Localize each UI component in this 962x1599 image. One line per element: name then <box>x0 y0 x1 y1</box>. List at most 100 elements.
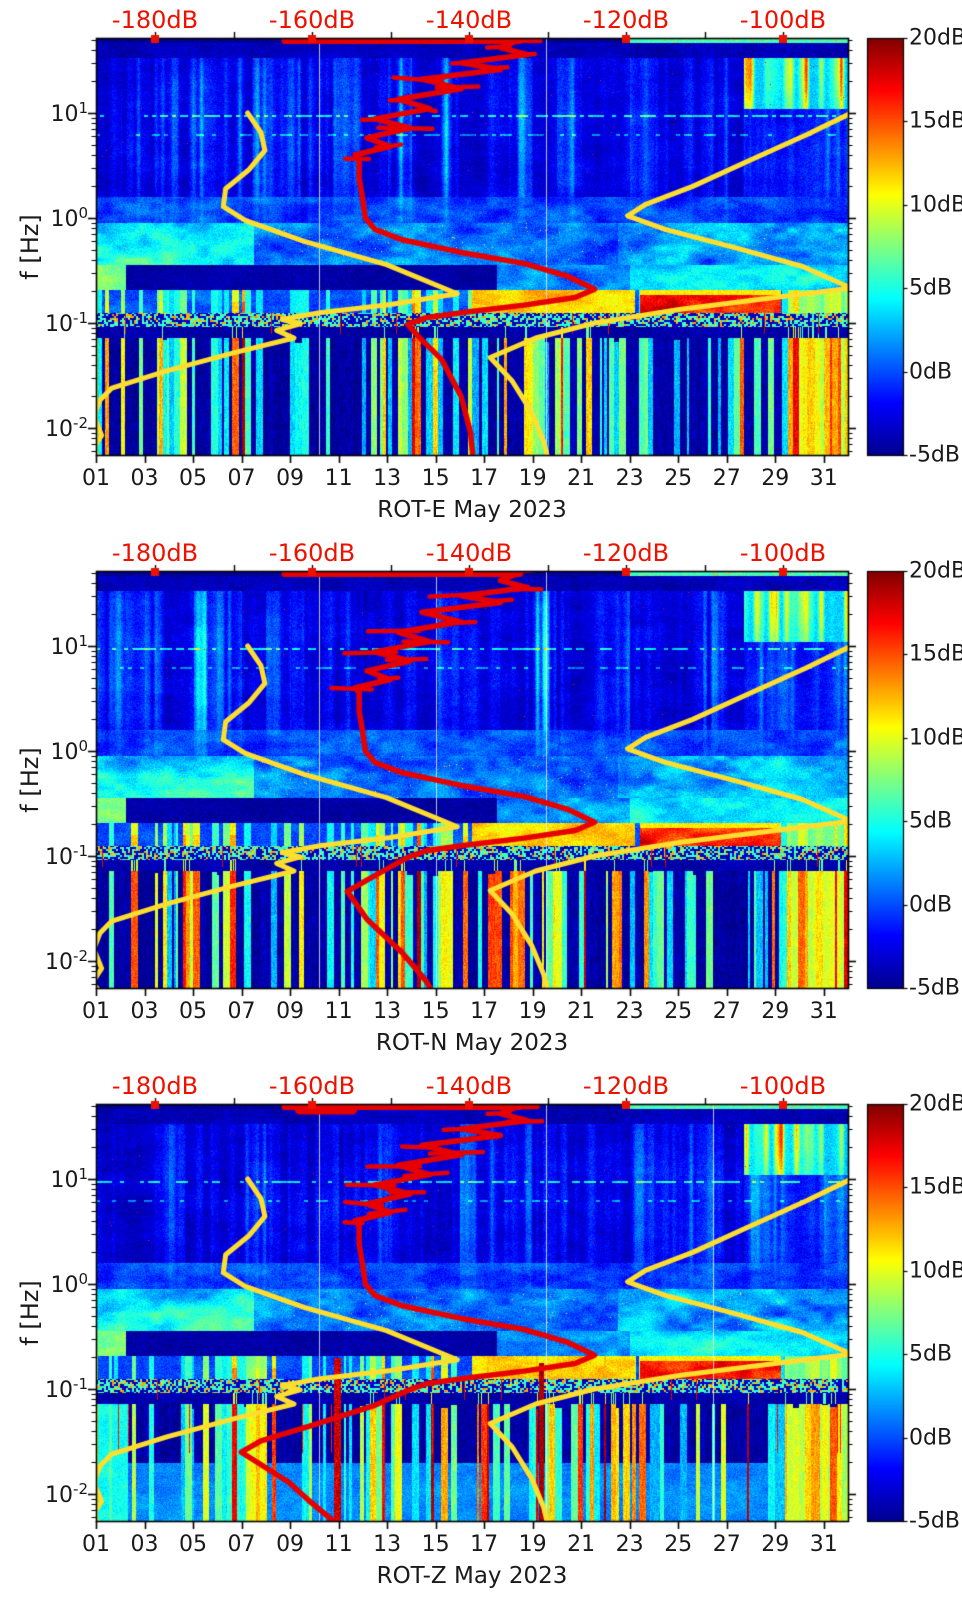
x-tick-label: 03 <box>130 1532 159 1557</box>
x-tick-label: 19 <box>518 1532 547 1557</box>
top-axis-label: -160dB <box>268 1072 356 1100</box>
y-tick-exponent: 0 <box>78 1269 88 1288</box>
y-tick-base: 10 <box>45 417 74 443</box>
spectrogram-panel-rot-n: -180dB -160dB -140dB -120dB -100dB 101 100 10-1… <box>0 533 962 1066</box>
y-tick-exponent: -2 <box>73 946 88 965</box>
x-tick-label: 31 <box>809 999 838 1024</box>
y-tick-exponent: 1 <box>78 1164 88 1183</box>
y-tick-exponent: -1 <box>73 1374 88 1393</box>
x-tick-label: 19 <box>518 999 547 1024</box>
colorbar-tick-label: 15dB <box>909 108 962 134</box>
x-tick-label: 25 <box>664 466 693 491</box>
panel-title-rot-n: ROT-N May 2023 <box>375 1030 569 1056</box>
x-tick-label: 07 <box>227 1532 256 1557</box>
colorbar-tick-label: 5dB <box>909 808 953 834</box>
y-tick-exponent: -2 <box>73 1479 88 1498</box>
y-axis-title: f [Hz] <box>16 747 44 813</box>
top-axis-label: -160dB <box>268 539 356 567</box>
x-tick-label: 31 <box>809 1532 838 1557</box>
x-tick-label: 21 <box>567 999 596 1024</box>
x-tick-label: 29 <box>761 466 790 491</box>
y-tick-label: 101 <box>50 632 88 660</box>
x-tick-label: 01 <box>82 999 110 1024</box>
spectrogram-canvas-rot-n <box>0 533 962 1066</box>
y-tick-label: 100 <box>50 1270 88 1298</box>
y-tick-base: 10 <box>50 1273 79 1299</box>
x-tick-label: 19 <box>518 466 547 491</box>
x-tick-label: 23 <box>615 1532 644 1557</box>
x-tick-label: 21 <box>567 1532 596 1557</box>
y-axis-title: f [Hz] <box>16 214 44 280</box>
x-tick-label: 17 <box>470 466 499 491</box>
y-tick-exponent: 0 <box>78 736 88 755</box>
x-tick-label: 23 <box>615 999 644 1024</box>
x-tick-label: 15 <box>421 999 450 1024</box>
y-tick-exponent: -1 <box>73 841 88 860</box>
y-tick-label: 10-2 <box>45 947 88 975</box>
panel-title-rot-z: ROT-Z May 2023 <box>376 1563 568 1589</box>
y-tick-label: 10-2 <box>45 1480 88 1508</box>
colorbar-tick-label: 0dB <box>909 359 953 385</box>
colorbar-tick-label: -5dB <box>909 1508 960 1534</box>
colorbar-tick-label: -5dB <box>909 975 960 1001</box>
y-tick-exponent: 1 <box>78 98 88 117</box>
y-axis-title: f [Hz] <box>16 1280 44 1346</box>
x-tick-label: 09 <box>276 999 305 1024</box>
colorbar-tick-label: 5dB <box>909 275 953 301</box>
x-tick-label: 07 <box>227 999 256 1024</box>
top-axis-label: -120dB <box>582 539 670 567</box>
x-tick-label: 05 <box>179 1532 208 1557</box>
y-tick-base: 10 <box>50 207 79 233</box>
y-tick-label: 101 <box>50 1165 88 1193</box>
top-axis-label: -100dB <box>739 1072 827 1100</box>
y-tick-exponent: 1 <box>78 631 88 650</box>
top-axis-label: -120dB <box>582 1072 670 1100</box>
top-axis-label: -180dB <box>111 6 199 34</box>
y-tick-base: 10 <box>50 635 79 661</box>
x-tick-label: 03 <box>130 466 159 491</box>
x-tick-label: 27 <box>712 466 741 491</box>
panel-title-rot-e: ROT-E May 2023 <box>377 497 567 523</box>
x-tick-label: 21 <box>567 466 596 491</box>
y-tick-label: 10-1 <box>45 842 88 870</box>
colorbar-tick-label: 5dB <box>909 1341 953 1367</box>
x-tick-label: 13 <box>373 1532 402 1557</box>
colorbar-tick-label: 10dB <box>909 1258 962 1284</box>
x-tick-label: 25 <box>664 1532 693 1557</box>
x-tick-label: 17 <box>470 999 499 1024</box>
y-tick-label: 101 <box>50 99 88 127</box>
x-tick-label: 07 <box>227 466 256 491</box>
y-tick-exponent: -1 <box>73 308 88 327</box>
colorbar-tick-label: 20dB <box>909 25 962 51</box>
y-tick-label: 10-2 <box>45 414 88 442</box>
x-tick-label: 23 <box>615 466 644 491</box>
top-axis-label: -120dB <box>582 6 670 34</box>
y-tick-exponent: -2 <box>73 413 88 432</box>
top-axis-label: -160dB <box>268 6 356 34</box>
colorbar-tick-label: 15dB <box>909 641 962 667</box>
top-axis-label: -180dB <box>111 1072 199 1100</box>
x-tick-label: 05 <box>179 466 208 491</box>
x-tick-label: 17 <box>470 1532 499 1557</box>
top-axis-label: -140dB <box>425 1072 513 1100</box>
x-tick-label: 31 <box>809 466 838 491</box>
x-tick-label: 01 <box>82 466 110 491</box>
x-tick-label: 25 <box>664 999 693 1024</box>
x-tick-label: 27 <box>712 1532 741 1557</box>
y-tick-base: 10 <box>50 1168 79 1194</box>
y-tick-base: 10 <box>45 1483 74 1509</box>
x-tick-label: 29 <box>761 999 790 1024</box>
x-tick-label: 11 <box>324 1532 353 1557</box>
colorbar-tick-label: -5dB <box>909 442 960 468</box>
x-tick-label: 05 <box>179 999 208 1024</box>
y-tick-label: 100 <box>50 737 88 765</box>
x-tick-label: 03 <box>130 999 159 1024</box>
colorbar-tick-label: 0dB <box>909 892 953 918</box>
y-tick-base: 10 <box>45 312 74 338</box>
spectrogram-panel-rot-e: -180dB -160dB -140dB -120dB -100dB 101 100 10-1… <box>0 0 962 533</box>
x-tick-label: 01 <box>82 1532 110 1557</box>
x-tick-label: 11 <box>324 466 353 491</box>
top-axis-label: -100dB <box>739 539 827 567</box>
colorbar-tick-label: 10dB <box>909 192 962 218</box>
